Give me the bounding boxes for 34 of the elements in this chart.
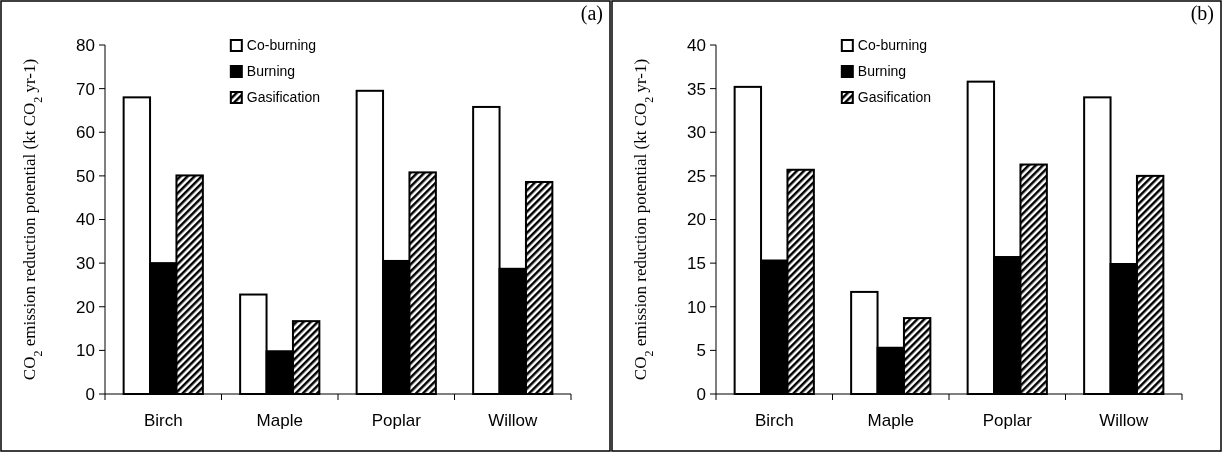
x-tick-label: Poplar xyxy=(982,411,1033,430)
y-tick-label: 30 xyxy=(687,123,706,143)
y-tick-label: 80 xyxy=(76,35,95,55)
x-tick-label: Birch xyxy=(754,411,794,430)
x-tick-label: Poplar xyxy=(371,411,422,430)
y-tick-label: 20 xyxy=(687,210,706,230)
y-tick-label: 70 xyxy=(76,79,95,99)
y-tick-label: 15 xyxy=(687,254,706,274)
y-tick-label: 35 xyxy=(687,79,706,99)
y-tick-label: 20 xyxy=(76,297,95,317)
chart-title: (a) xyxy=(580,2,603,25)
legend-label: Gasification xyxy=(857,88,931,105)
x-tick-label: Birch xyxy=(143,411,183,430)
y-tick-label: 60 xyxy=(76,123,95,143)
y-tick-label: 0 xyxy=(85,384,95,404)
y-tick-label: 5 xyxy=(696,341,706,361)
legend-label: Co-burning xyxy=(857,36,928,53)
y-tick-label: 30 xyxy=(76,254,95,274)
legend-label: Burning xyxy=(857,62,907,79)
y-tick-label: 25 xyxy=(687,166,706,186)
y-tick-label: 10 xyxy=(76,341,95,361)
legend-label: Burning xyxy=(246,62,296,79)
y-tick-label: 40 xyxy=(76,210,95,230)
x-tick-label: Maple xyxy=(867,411,914,430)
y-tick-label: 0 xyxy=(696,384,706,404)
x-tick-label: Maple xyxy=(256,411,303,430)
chart-title: (b) xyxy=(1190,2,1214,25)
x-tick-label: Willow xyxy=(1099,411,1150,430)
legend-label: Gasification xyxy=(246,88,320,105)
x-tick-label: Willow xyxy=(488,411,539,430)
y-tick-label: 10 xyxy=(687,297,706,317)
y-tick-label: 50 xyxy=(76,166,95,186)
legend-label: Co-burning xyxy=(246,36,317,53)
y-tick-label: 40 xyxy=(687,35,706,55)
